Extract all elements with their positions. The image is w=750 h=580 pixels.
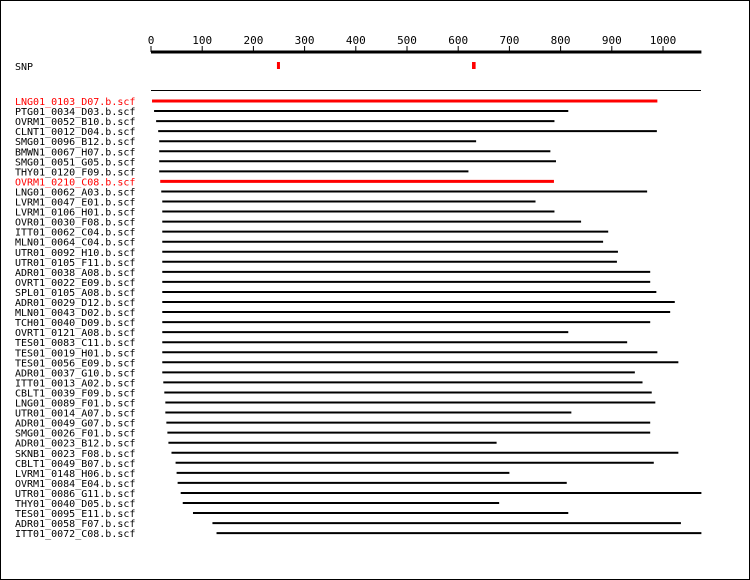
read-name: OVRT1_0022_E09.b.scf	[15, 278, 135, 289]
read-name: ADR01_0058_F07.b.scf	[15, 519, 135, 530]
snp-track	[276, 62, 476, 69]
axis-tick-label: 500	[397, 34, 417, 47]
read-name: SMG01_0096_B12.b.scf	[15, 137, 135, 148]
axis-tick-label: 400	[346, 34, 366, 47]
read-name: LVRM1_0148_H06.b.scf	[15, 469, 135, 480]
read-name: OVR01_0030_F08.b.scf	[15, 218, 135, 229]
read-name: BMWN1_0067_H07.b.scf	[15, 147, 135, 158]
read-name: ITT01_0013_A02.b.scf	[15, 378, 135, 389]
read-name: LNG01_0103_D07.b.scf	[15, 97, 135, 108]
read-name: SPL01_0105_A08.b.scf	[15, 288, 135, 299]
read-name: OVRM1_0084_E04.b.scf	[15, 479, 135, 490]
read-name: TES01_0083_C11.b.scf	[15, 338, 135, 349]
read-name: LVRM1_0106_H01.b.scf	[15, 208, 135, 219]
read-name: ITT01_0072_C08.b.scf	[15, 529, 135, 540]
axis-tick-label: 600	[448, 34, 468, 47]
read-name: THY01_0120_F09.b.scf	[15, 167, 135, 178]
read-name: TES01_0056_E09.b.scf	[15, 358, 135, 369]
read-name: UTR01_0105_F11.b.scf	[15, 258, 135, 269]
axis-tick-label: 300	[295, 34, 315, 47]
read-name: LNG01_0089_F01.b.scf	[15, 399, 135, 410]
snp-marker	[276, 62, 280, 69]
read-name: OVRM1_0210_C08.b.scf	[15, 177, 135, 188]
read-name: ITT01_0062_C04.b.scf	[15, 228, 135, 239]
read-name: MLN01_0064_C04.b.scf	[15, 238, 135, 249]
read-name: SMG01_0026_F01.b.scf	[15, 429, 135, 440]
snp-track-label: SNP	[15, 62, 33, 73]
read-name: UTR01_0086_G11.b.scf	[15, 489, 135, 500]
read-name: TES01_0019_H01.b.scf	[15, 348, 135, 359]
read-name: CLNT1_0012_D04.b.scf	[15, 127, 135, 138]
axis-tick-label: 700	[499, 34, 519, 47]
read-name: LVRM1_0047_E01.b.scf	[15, 198, 135, 209]
read-name: OVRM1_0052_B10.b.scf	[15, 117, 135, 128]
read-list: LNG01_0103_D07.b.scfPTG01_0034_D03.b.scf…	[15, 97, 702, 540]
read-name: UTR01_0092_H10.b.scf	[15, 248, 135, 259]
axis-tick-label: 900	[602, 34, 622, 47]
read-name: ADR01_0038_A08.b.scf	[15, 268, 135, 279]
read-name: TES01_0095_E11.b.scf	[15, 509, 135, 520]
axis-tick-label: 800	[551, 34, 571, 47]
read-name: SMG01_0051_G05.b.scf	[15, 157, 135, 168]
read-name: OVRT1_0121_A08.b.scf	[15, 328, 135, 339]
axis-tick-label: 200	[243, 34, 263, 47]
read-name: ADR01_0023_B12.b.scf	[15, 439, 135, 450]
read-name: TCH01_0040_D09.b.scf	[15, 318, 135, 329]
read-name: PTG01_0034_D03.b.scf	[15, 107, 135, 118]
position-axis: 0 100 200 300 400 500 600 700 800 900 1000	[148, 34, 702, 54]
read-name: ADR01_0049_G07.b.scf	[15, 419, 135, 430]
read-name: CBLT1_0039_F09.b.scf	[15, 388, 135, 399]
read-name: LNG01_0062_A03.b.scf	[15, 187, 135, 198]
axis-tick-label: 1000	[650, 34, 677, 47]
read-name: THY01_0040_D05.b.scf	[15, 499, 135, 510]
read-name: UTR01_0014_A07.b.scf	[15, 409, 135, 420]
read-name: MLN01_0043_D02.b.scf	[15, 308, 135, 319]
read-name: SKNB1_0023_F08.b.scf	[15, 449, 135, 460]
read-name: CBLT1_0049_B07.b.scf	[15, 459, 135, 470]
read-name: ADR01_0037_G10.b.scf	[15, 368, 135, 379]
axis-tick-label: 100	[192, 34, 212, 47]
snp-marker	[472, 62, 476, 69]
read-name: ADR01_0029_D12.b.scf	[15, 298, 135, 309]
axis-tick-label: 0	[148, 34, 155, 47]
